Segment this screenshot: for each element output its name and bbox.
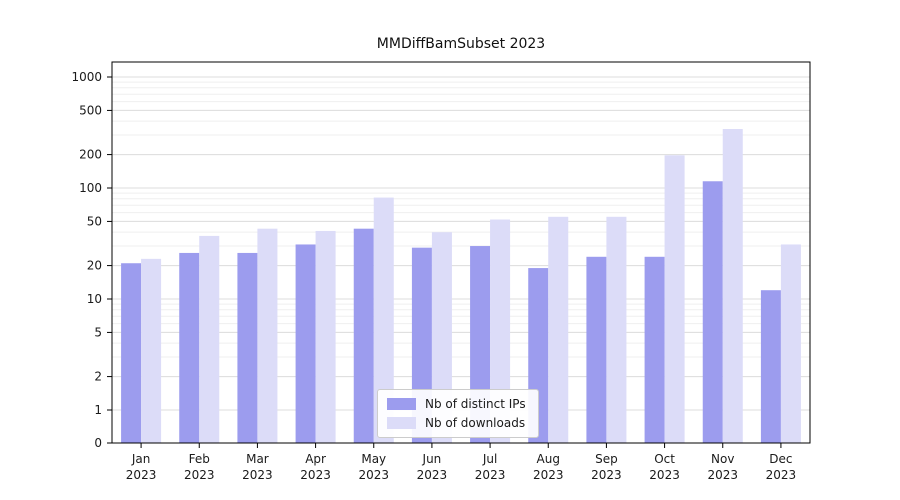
x-tick-label: Oct [654, 452, 675, 466]
legend-item-distinct-ips: Nb of distinct IPs [387, 397, 526, 411]
y-tick-label: 1 [94, 403, 102, 417]
y-tick-label: 200 [79, 148, 102, 162]
y-tick-label: 50 [87, 214, 102, 228]
bar-downloads [315, 230, 336, 443]
x-tick-label: Dec [769, 452, 792, 466]
x-tick-label: 2023 [533, 468, 564, 482]
x-tick-label: 2023 [184, 468, 215, 482]
x-tick-label: Aug [537, 452, 560, 466]
bar-downloads [141, 258, 162, 443]
bar-downloads [548, 216, 569, 443]
y-tick-label: 1000 [71, 70, 102, 84]
bar-downloads [490, 219, 511, 443]
chart-title: MMDiffBamSubset 2023 [376, 36, 546, 52]
x-tick-label: 2023 [591, 468, 622, 482]
bar-distinct-ips [121, 263, 142, 443]
bar-distinct-ips [586, 256, 607, 443]
bar-downloads [780, 244, 801, 443]
x-tick-label: Jan [131, 452, 151, 466]
x-tick-label: 2023 [242, 468, 273, 482]
y-tick-label: 5 [94, 325, 102, 339]
plot-border [111, 61, 811, 444]
bar-downloads [257, 228, 278, 443]
y-tick-label: 10 [87, 292, 102, 306]
y-tick-label: 500 [79, 103, 102, 117]
bar-downloads [199, 235, 220, 443]
legend-label-downloads: Nb of downloads [425, 416, 526, 430]
bar-downloads [606, 216, 627, 443]
x-tick-label: Nov [711, 452, 734, 466]
x-tick-label: Apr [305, 452, 326, 466]
x-tick-label: Jul [482, 452, 497, 466]
x-tick-label: 2023 [417, 468, 448, 482]
bar-distinct-ips [179, 252, 200, 443]
x-tick-label: 2023 [707, 468, 738, 482]
x-tick-label: 2023 [358, 468, 389, 482]
x-tick-label: Mar [246, 452, 269, 466]
legend-label-distinct-ips: Nb of distinct IPs [425, 397, 526, 411]
bar-distinct-ips [295, 244, 316, 443]
y-tick-label: 0 [94, 436, 102, 450]
x-tick-label: 2023 [475, 468, 506, 482]
bar-downloads [722, 129, 743, 443]
bar-distinct-ips [702, 181, 723, 443]
bar-downloads [664, 155, 685, 443]
bar-distinct-ips [760, 290, 781, 443]
bar-downloads [373, 197, 394, 443]
bar-distinct-ips [644, 256, 665, 443]
legend: Nb of distinct IPs Nb of downloads [377, 389, 539, 438]
bar-distinct-ips [237, 252, 258, 443]
legend-item-downloads: Nb of downloads [387, 416, 526, 430]
legend-swatch-distinct-ips [387, 398, 416, 410]
legend-swatch-downloads [387, 417, 416, 429]
x-tick-label: May [361, 452, 386, 466]
y-tick-label: 20 [87, 259, 102, 273]
x-tick-label: 2023 [766, 468, 797, 482]
y-tick-label: 100 [79, 181, 102, 195]
x-tick-label: Jun [422, 452, 442, 466]
x-tick-label: Feb [189, 452, 210, 466]
x-tick-label: 2023 [126, 468, 157, 482]
x-tick-label: Sep [595, 452, 618, 466]
x-tick-label: 2023 [300, 468, 331, 482]
bar-distinct-ips [353, 228, 374, 443]
x-tick-label: 2023 [649, 468, 680, 482]
y-tick-label: 2 [94, 370, 102, 384]
